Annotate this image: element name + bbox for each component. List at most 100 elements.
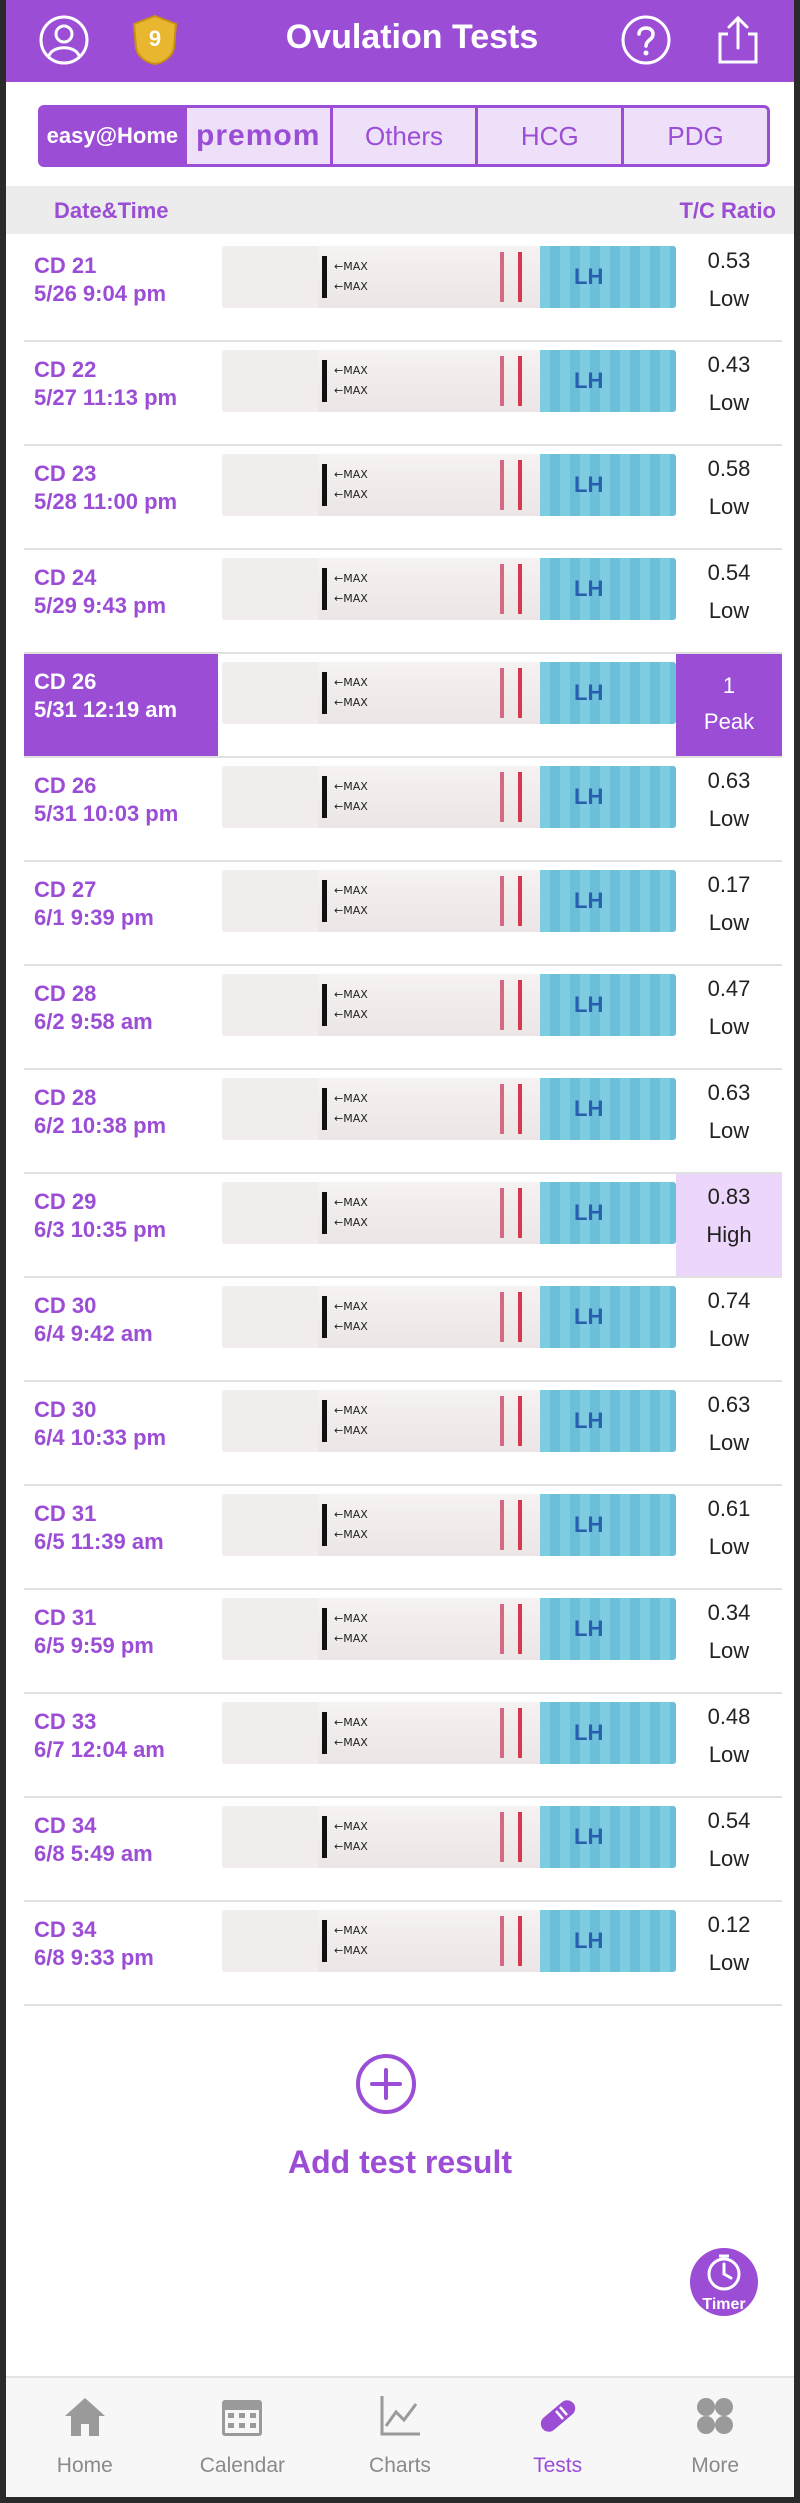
badge-count: 9 [148, 26, 162, 51]
strip-handle [222, 974, 318, 1036]
tc-ratio-value: 0.43 [707, 352, 751, 377]
test-row[interactable]: CD 28 6/2 10:38 pm ←MAX ←MAX LH 0.63 Low [24, 1070, 782, 1174]
test-date-time: CD 21 5/26 9:04 pm [24, 238, 218, 340]
nav-charts[interactable]: Charts [321, 2378, 479, 2497]
test-row[interactable]: CD 33 6/7 12:04 am ←MAX ←MAX LH 0.48 Low [24, 1694, 782, 1798]
timer-button[interactable]: Timer [688, 2244, 760, 2320]
test-row[interactable]: CD 30 6/4 9:42 am ←MAX ←MAX LH 0.74 Low [24, 1278, 782, 1382]
test-line [500, 876, 504, 926]
control-line [518, 1084, 522, 1134]
calendar-icon [222, 2400, 263, 2436]
lh-level: Low [708, 1326, 750, 1351]
tab-pdg[interactable]: PDG [667, 120, 724, 151]
test-line [500, 1708, 504, 1758]
strip-handle [222, 662, 318, 724]
tab-hcg[interactable]: HCG [478, 108, 625, 164]
test-row[interactable]: CD 31 6/5 9:59 pm ←MAX ←MAX LH 0.34 Low [24, 1590, 782, 1694]
test-time: 6/1 9:39 pm [34, 905, 154, 930]
strip-label-area: LH [540, 662, 676, 724]
test-row[interactable]: CD 34 6/8 9:33 pm ←MAX ←MAX LH 0.12 Low [24, 1902, 782, 2006]
test-line [500, 1396, 504, 1446]
test-line [500, 1500, 504, 1550]
strip-max-label: ←MAX [334, 1840, 368, 1853]
test-row[interactable]: CD 30 6/4 10:33 pm ←MAX ←MAX LH 0.63 Low [24, 1382, 782, 1486]
lh-level: Low [708, 1638, 750, 1663]
tc-ratio-value: 0.54 [707, 1808, 751, 1833]
test-time: 6/8 9:33 pm [34, 1945, 154, 1970]
nav-tests[interactable]: Tests [479, 2378, 637, 2497]
lh-level: Low [708, 1118, 750, 1143]
test-row[interactable]: CD 29 6/3 10:35 pm ←MAX ←MAX LH 0.83 High [24, 1174, 782, 1278]
help-icon[interactable] [618, 12, 674, 68]
strip-max-label: ←MAX [334, 1216, 368, 1229]
strip-handle [222, 350, 318, 412]
test-row[interactable]: CD 24 5/29 9:43 pm ←MAX ←MAX LH 0.54 Low [24, 550, 782, 654]
strip-marker [322, 1816, 327, 1858]
strip-marker [322, 1192, 327, 1234]
tc-ratio-cell: 0.54 Low [676, 1798, 782, 1900]
test-row[interactable]: CD 28 6/2 9:58 am ←MAX ←MAX LH 0.47 Low [24, 966, 782, 1070]
strip-max-label: ←MAX [334, 1924, 368, 1937]
test-time: 6/8 5:49 am [34, 1841, 153, 1866]
test-strip-image: ←MAX ←MAX LH [222, 766, 676, 828]
test-row[interactable]: CD 22 5/27 11:13 pm ←MAX ←MAX LH 0.43 Low [24, 342, 782, 446]
strip-marker [322, 776, 327, 818]
strip-label-area: LH [540, 1494, 676, 1556]
test-row[interactable]: CD 23 5/28 11:00 pm ←MAX ←MAX LH 0.58 Low [24, 446, 782, 550]
strip-marker [322, 464, 327, 506]
tab-premom[interactable]: premom [187, 108, 333, 164]
test-strip-image: ←MAX ←MAX LH [222, 1494, 676, 1556]
strip-handle [222, 1598, 318, 1660]
tc-ratio-value: 0.63 [707, 768, 751, 793]
test-line [500, 1916, 504, 1966]
strip-marker [322, 672, 327, 714]
nav-more[interactable]: More [636, 2378, 794, 2497]
test-line [500, 1604, 504, 1654]
test-row[interactable]: CD 31 6/5 11:39 am ←MAX ←MAX LH 0.61 Low [24, 1486, 782, 1590]
test-line [500, 1188, 504, 1238]
nav-home[interactable]: Home [6, 2378, 164, 2497]
test-list: CD 21 5/26 9:04 pm ←MAX ←MAX LH 0.53 Low CD 22 5… [24, 238, 782, 2006]
test-row[interactable]: CD 26 5/31 12:19 am ←MAX ←MAX LH 1 Peak [24, 654, 782, 758]
strip-label-area: LH [540, 558, 676, 620]
test-date-time: CD 29 6/3 10:35 pm [24, 1174, 218, 1276]
test-row[interactable]: CD 26 5/31 10:03 pm ←MAX ←MAX LH 0.63 Low [24, 758, 782, 862]
level-badge[interactable]: 9 [130, 14, 180, 66]
strip-handle [222, 454, 318, 516]
test-strip-image: ←MAX ←MAX LH [222, 974, 676, 1036]
tab-easy-home[interactable]: easy@Home [41, 108, 187, 164]
test-line [500, 564, 504, 614]
strip-lh-label: LH [574, 680, 604, 705]
test-line [500, 460, 504, 510]
test-row[interactable]: CD 34 6/8 5:49 am ←MAX ←MAX LH 0.54 Low [24, 1798, 782, 1902]
cycle-day: CD 29 [34, 1189, 97, 1214]
nav-tests-label: Tests [533, 2454, 583, 2477]
control-line [518, 668, 522, 718]
strip-marker [322, 880, 327, 922]
test-row[interactable]: CD 27 6/1 9:39 pm ←MAX ←MAX LH 0.17 Low [24, 862, 782, 966]
tc-ratio-value: 0.48 [707, 1704, 751, 1729]
test-time: 6/7 12:04 am [34, 1737, 165, 1762]
add-test-result-button[interactable]: Add test result [287, 2144, 513, 2180]
test-time: 5/31 10:03 pm [34, 801, 179, 826]
cycle-day: CD 33 [34, 1709, 97, 1734]
app-header: 9 Ovulation Tests [6, 0, 794, 82]
lh-level: Low [708, 1014, 750, 1039]
control-line [518, 1396, 522, 1446]
test-strip-image: ←MAX ←MAX LH [222, 246, 676, 308]
strip-lh-label: LH [574, 992, 604, 1017]
strip-marker [322, 1504, 327, 1546]
tc-ratio-value: 0.58 [707, 456, 751, 481]
share-icon[interactable] [710, 12, 766, 68]
tc-ratio-cell: 0.61 Low [676, 1486, 782, 1588]
profile-icon[interactable] [36, 12, 92, 68]
add-circle-icon[interactable] [354, 2052, 418, 2116]
tab-others[interactable]: Others [333, 108, 479, 164]
test-row[interactable]: CD 21 5/26 9:04 pm ←MAX ←MAX LH 0.53 Low [24, 238, 782, 342]
test-strip-image: ←MAX ←MAX LH [222, 1078, 676, 1140]
test-strip-image: ←MAX ←MAX LH [222, 558, 676, 620]
strip-handle [222, 1286, 318, 1348]
nav-calendar[interactable]: Calendar [164, 2378, 322, 2497]
cycle-day: CD 31 [34, 1501, 97, 1526]
strip-max-label: ←MAX [334, 384, 368, 397]
